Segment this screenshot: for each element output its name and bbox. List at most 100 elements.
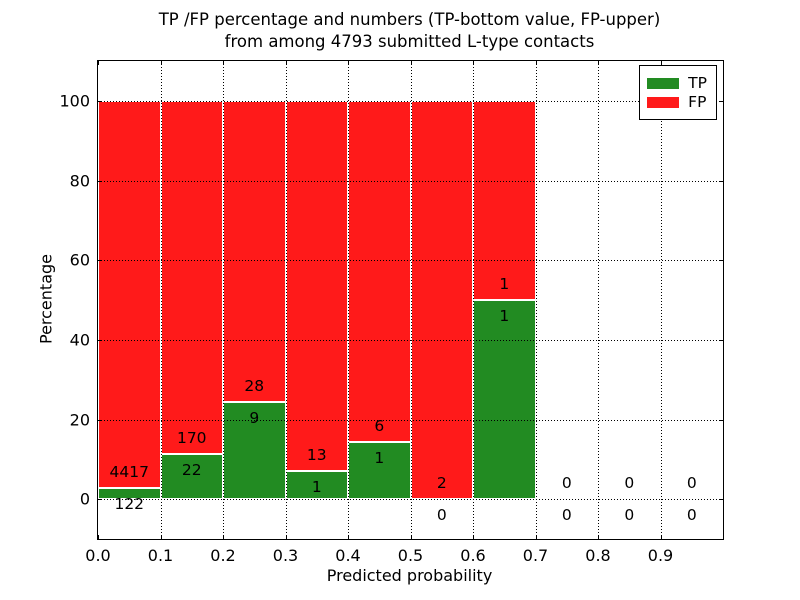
x-tick-bottom-0 [98,535,99,539]
tp-count-label-6: 1 [499,307,510,325]
gridline-x-0.7 [535,61,537,539]
x-tick-label-0.4: 0.4 [335,546,361,565]
x-tick-bottom-0.7 [535,535,537,539]
fp-count-label-3: 13 [306,445,327,464]
fp-count-label-9: 0 [686,474,697,493]
fp-count-label-8: 0 [624,474,635,493]
fp-bar-2 [223,100,286,403]
y-tick-left-80 [98,180,102,182]
tp-count-label-3: 1 [311,477,322,496]
x-tick-bottom-0.4 [348,535,349,539]
tp-legend-label: TP [688,74,707,92]
x-tick-top-0.5 [410,61,412,65]
tp-count-label-2: 9 [249,409,260,428]
gridline-x-0.9 [660,61,662,539]
y-tick-right-100 [719,100,723,102]
tp-count-label-0: 122 [114,495,145,514]
x-tick-label-0.1: 0.1 [147,546,174,565]
gridline-y-20 [98,419,723,421]
x-axis-label: Predicted probability [326,566,493,585]
fp-count-label-5: 2 [436,474,447,493]
x-tick-label-0.2: 0.2 [210,546,236,565]
gridline-y-40 [98,339,723,341]
gridline-x-0.5 [410,61,412,539]
gridline-y-0 [98,499,723,501]
fp-bar-3 [285,100,348,471]
tp-count-label-8: 0 [624,506,635,525]
chart-title: TP /FP percentage and numbers (TP-bottom… [97,9,722,53]
y-tick-label-80: 80 [69,171,90,190]
x-tick-top-0.1 [160,61,162,65]
gridline-x-0.6 [473,61,474,539]
x-tick-top-0.2 [223,61,224,65]
fp-bar-0 [98,100,161,489]
tp-count-label-9: 0 [686,506,697,525]
x-tick-bottom-0.3 [285,535,287,539]
fp-legend-swatch [647,96,680,108]
x-tick-bottom-0.1 [160,535,162,539]
x-tick-bottom-0.6 [473,535,474,539]
gridline-x-0.2 [223,61,224,539]
gridline-y-80 [98,180,723,182]
fp-bar-6 [473,100,536,300]
y-tick-right-80 [719,180,723,182]
x-tick-bottom-0.2 [223,535,224,539]
x-tick-label-0.3: 0.3 [272,546,299,565]
x-tick-top-0.8 [598,61,599,65]
fp-count-label-1: 170 [176,428,207,447]
x-tick-top-0.7 [535,61,537,65]
tp-count-label-4: 1 [374,449,385,468]
legend-entry-fp: FP [647,94,707,110]
x-tick-label-0.9: 0.9 [647,546,674,565]
y-tick-label-100: 100 [59,91,90,111]
x-tick-top-0.9 [660,61,662,65]
y-tick-label-20: 20 [69,410,90,429]
plot-area: TP FP 0.0 0.1 0.2 0.3 0.4 0.5 0.6 0.7 0.8 0.9 0 20 4… [59,60,724,565]
y-tick-left-100 [98,100,102,102]
x-tick-bottom-0.5 [410,535,412,539]
gridline-x-0.1 [160,61,162,539]
x-tick-bottom-0.9 [660,535,662,539]
y-tick-right-20 [719,419,723,421]
x-tick-top-0.6 [473,61,474,65]
x-tick-label-0.7: 0.7 [522,546,549,565]
x-tick-label-0.0: 0.0 [85,546,111,565]
y-tick-left-60 [98,260,102,262]
fp-bar-1 [160,100,223,454]
fp-bar-5 [410,100,473,500]
y-tick-label-40: 40 [69,330,90,350]
tp-count-label-7: 0 [561,506,572,525]
x-tick-top-0 [98,61,99,65]
y-tick-label-60: 60 [69,250,90,270]
y-axis-label: Percentage [36,253,56,345]
gridline-x-0.4 [348,61,349,539]
legend-entry-tp: TP [647,75,707,91]
x-tick-top-0.4 [348,61,349,65]
gridline-x-0.3 [285,61,287,539]
fp-legend-label: FP [688,93,707,111]
tp-legend-swatch [647,77,680,89]
tp-bar-1 [160,453,223,500]
fp-count-label-2: 28 [244,377,265,396]
gridline-y-100 [98,100,723,102]
x-tick-label-0.6: 0.6 [460,546,486,565]
gridline-x-0.8 [598,61,599,539]
y-tick-left-20 [98,419,102,421]
x-tick-bottom-0.8 [598,535,599,539]
tp-count-label-5: 0 [436,506,447,525]
y-tick-label-0: 0 [79,489,90,509]
gridline-y-60 [98,260,723,262]
x-tick-label-0.5: 0.5 [397,546,424,565]
tp-bar-4 [348,442,411,500]
tp-bar-3 [285,470,348,500]
x-tick-top-0.3 [285,61,287,65]
chart-title-line2: from among 4793 submitted L-type contact… [224,32,595,51]
y-tick-right-0 [719,499,723,501]
tp-count-label-1: 22 [181,460,202,479]
y-tick-right-60 [719,260,723,262]
y-tick-left-40 [98,339,102,341]
chart-title-line1: TP /FP percentage and numbers (TP-bottom… [158,10,661,29]
fp-bar-4 [348,100,411,443]
legend: TP FP [639,65,717,120]
fp-count-label-0: 4417 [109,463,149,482]
